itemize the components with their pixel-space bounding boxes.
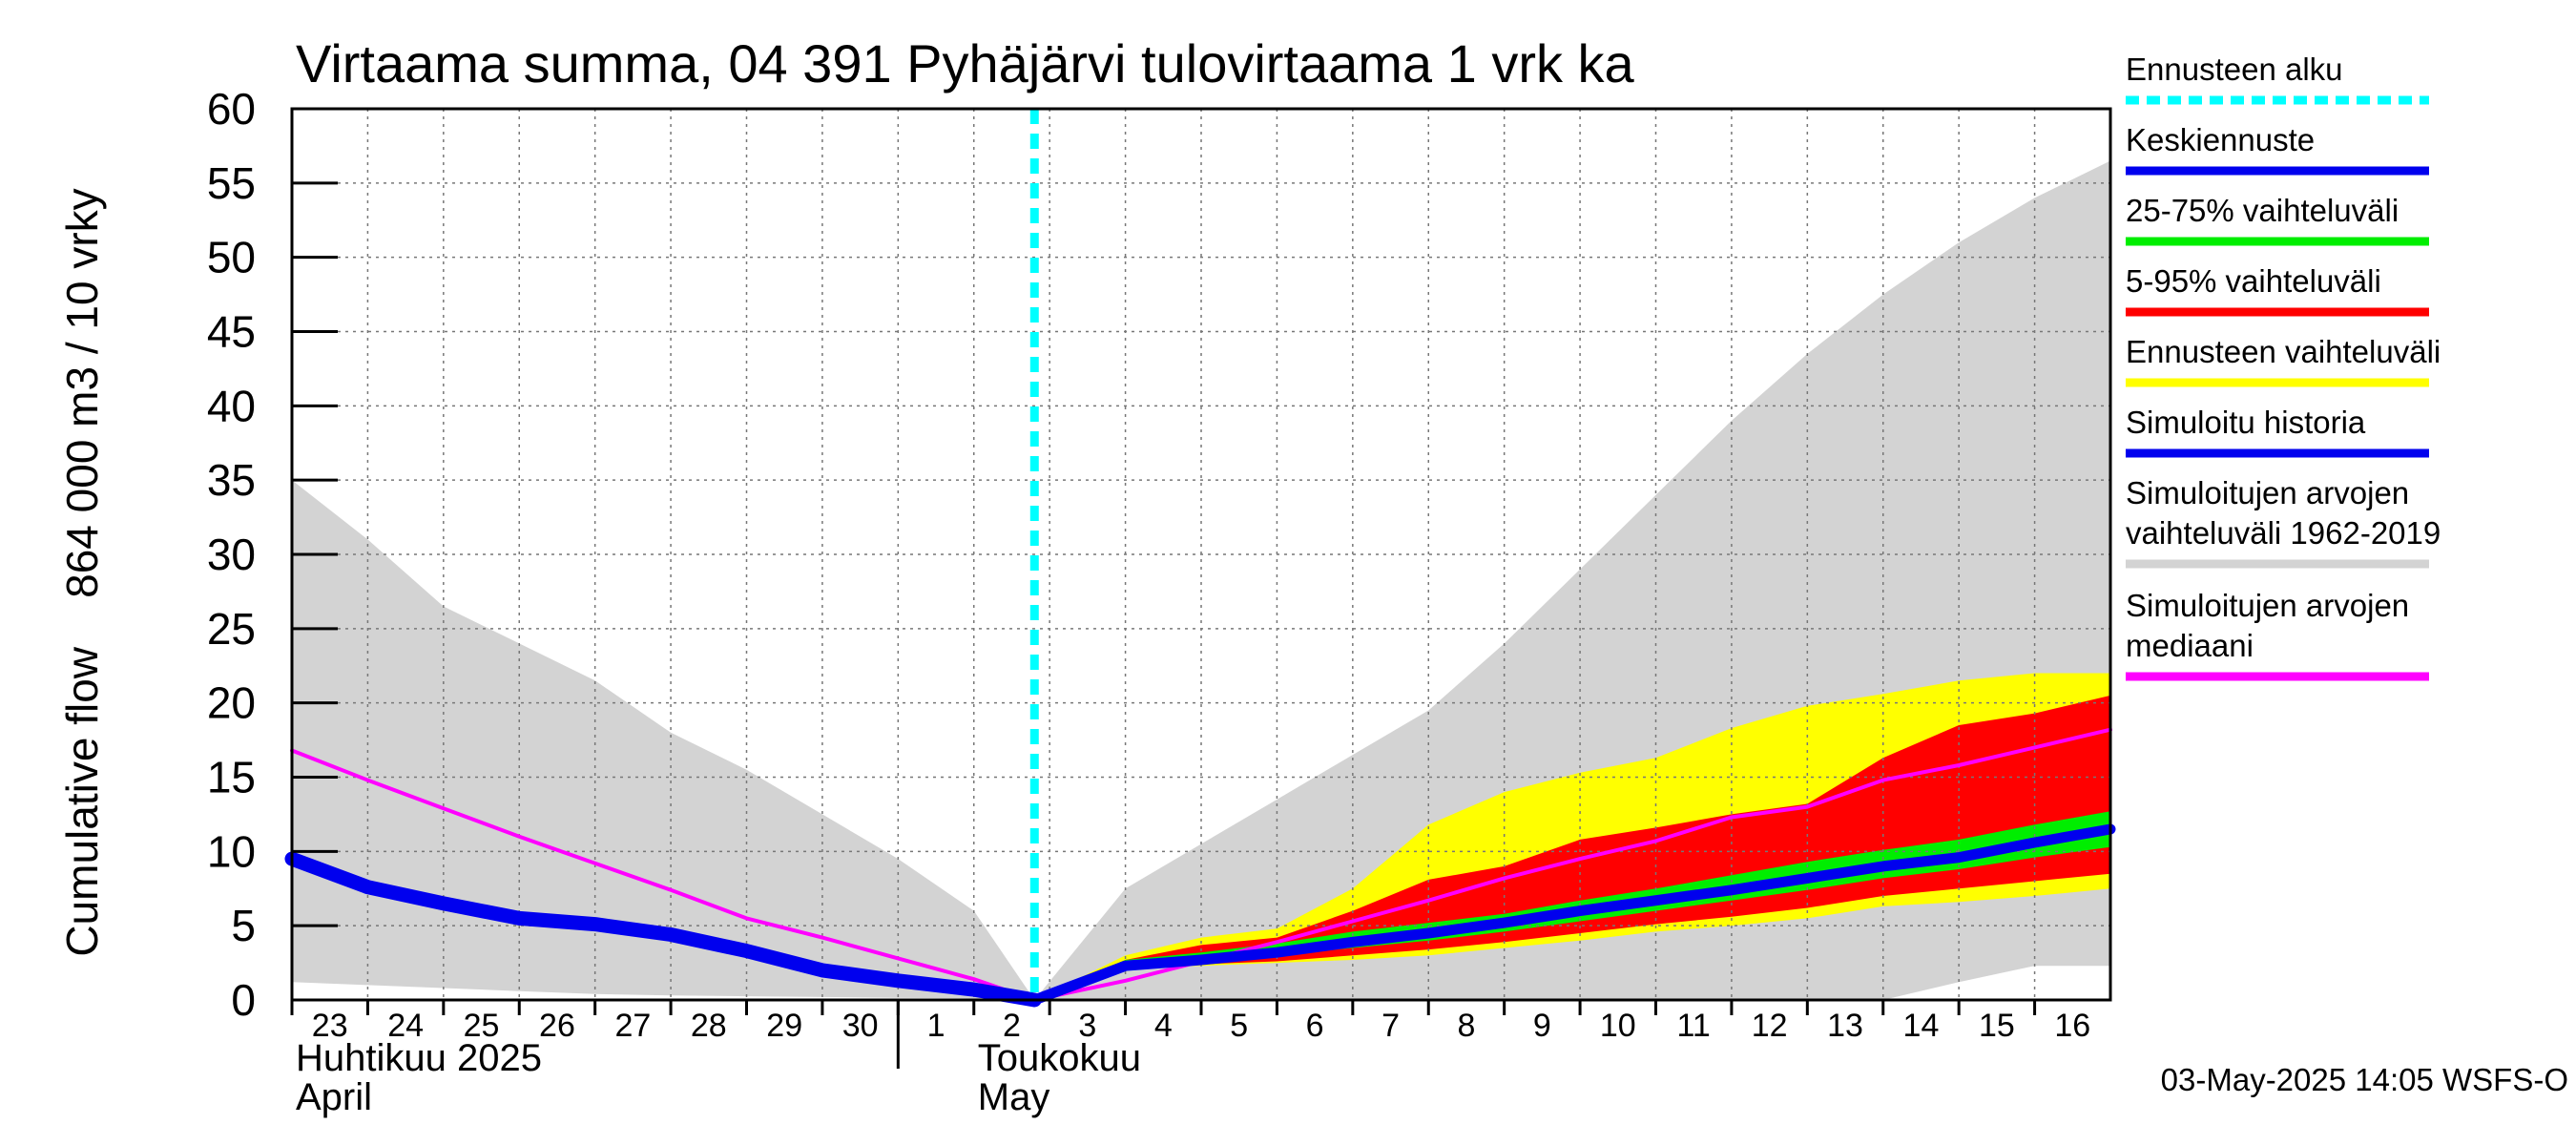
x-tick-label-19: 12 [1752, 1008, 1788, 1044]
legend-label-6: Simuloitu historia [2126, 405, 2366, 440]
legend-label-2: Keskiennuste [2126, 122, 2315, 157]
x-tick-label-16: 9 [1533, 1008, 1551, 1044]
legend-label-1: Ennusteen alku [2126, 52, 2343, 87]
grid-layer [292, 109, 2110, 1000]
month-label-1-line1: Huhtikuu 2025 [296, 1037, 542, 1079]
x-tick-label-14: 7 [1381, 1008, 1400, 1044]
x-tick-label-20: 13 [1827, 1008, 1863, 1044]
x-tick-label-8: 1 [927, 1008, 945, 1044]
line-layer [284, 109, 2116, 1008]
x-tick-label-5: 28 [691, 1008, 727, 1044]
x-tick-label-3: 26 [539, 1008, 575, 1044]
x-tick-label-10: 3 [1078, 1008, 1096, 1044]
x-tick-label-21: 14 [1903, 1008, 1940, 1044]
y-tick-label-25: 25 [207, 604, 256, 654]
chart-title: Virtaama summa, 04 391 Pyhäjärvi tulovir… [296, 33, 1635, 94]
x-tick-label-2: 25 [464, 1008, 500, 1044]
y-tick-label-55: 55 [207, 158, 256, 208]
y-tick-label-5: 5 [231, 901, 256, 950]
y-tick-label-0: 0 [231, 975, 256, 1025]
x-tick-label-7: 30 [842, 1008, 879, 1044]
y-tick-label-30: 30 [207, 530, 256, 579]
x-tick-label-11: 4 [1154, 1008, 1173, 1044]
y-tick-label-40: 40 [207, 381, 256, 430]
x-tick-label-12: 5 [1230, 1008, 1248, 1044]
x-tick-label-15: 8 [1457, 1008, 1475, 1044]
month-label-1-line2: April [296, 1076, 372, 1118]
x-tick-label-1: 24 [387, 1008, 424, 1044]
footer-timestamp: 03-May-2025 14:05 WSFS-O [2161, 1062, 2568, 1097]
band-5-95-vaihteluv-li [1034, 695, 2110, 1000]
x-tick-label-4: 27 [614, 1008, 651, 1044]
x-tick-label-17: 10 [1600, 1008, 1636, 1044]
x-tick-label-9: 2 [1003, 1008, 1021, 1044]
y-tick-label-20: 20 [207, 678, 256, 728]
x-tick-label-22: 15 [1979, 1008, 2015, 1044]
legend-label-4: 5-95% vaihteluväli [2126, 263, 2381, 299]
legend-label-8-line2: mediaani [2126, 628, 2254, 663]
x-tick-label-6: 29 [766, 1008, 802, 1044]
y-axis-label: Cumulative flow 864 000 m3 / 10 vrky [57, 188, 107, 956]
legend-label-3: 25-75% vaihteluväli [2126, 193, 2399, 228]
band-ennusteen-vaihteluv-li [1034, 673, 2110, 1000]
month-label-2-line1: Toukokuu [978, 1037, 1141, 1079]
month-label-2-line2: May [978, 1076, 1050, 1118]
y-tick-label-10: 10 [207, 826, 256, 876]
x-tick-label-23: 16 [2054, 1008, 2090, 1044]
line-simuloitu-historia [284, 851, 1042, 1008]
line-keskiennuste [1028, 823, 2116, 1006]
x-tick-label-13: 6 [1306, 1008, 1324, 1044]
y-tick-label-60: 60 [207, 84, 256, 134]
band-25-75-vaihteluv-li [1034, 811, 2110, 1000]
x-tick-label-18: 11 [1677, 1008, 1711, 1044]
x-tick-label-0: 23 [312, 1008, 348, 1044]
y-tick-label-45: 45 [207, 307, 256, 357]
legend-label-8-line1: Simuloitujen arvojen [2126, 588, 2409, 623]
y-tick-label-35: 35 [207, 455, 256, 505]
legend-label-7-line2: vaihteluväli 1962-2019 [2126, 515, 2441, 551]
y-tick-label-50: 50 [207, 233, 256, 282]
legend: Ennusteen alku Keskiennuste 25-75% vaihtel… [2126, 52, 2441, 681]
y-tick-label-15: 15 [207, 753, 256, 802]
legend-label-5: Ennusteen vaihteluväli [2126, 334, 2441, 369]
legend-label-7-line1: Simuloitujen arvojen [2126, 475, 2409, 510]
